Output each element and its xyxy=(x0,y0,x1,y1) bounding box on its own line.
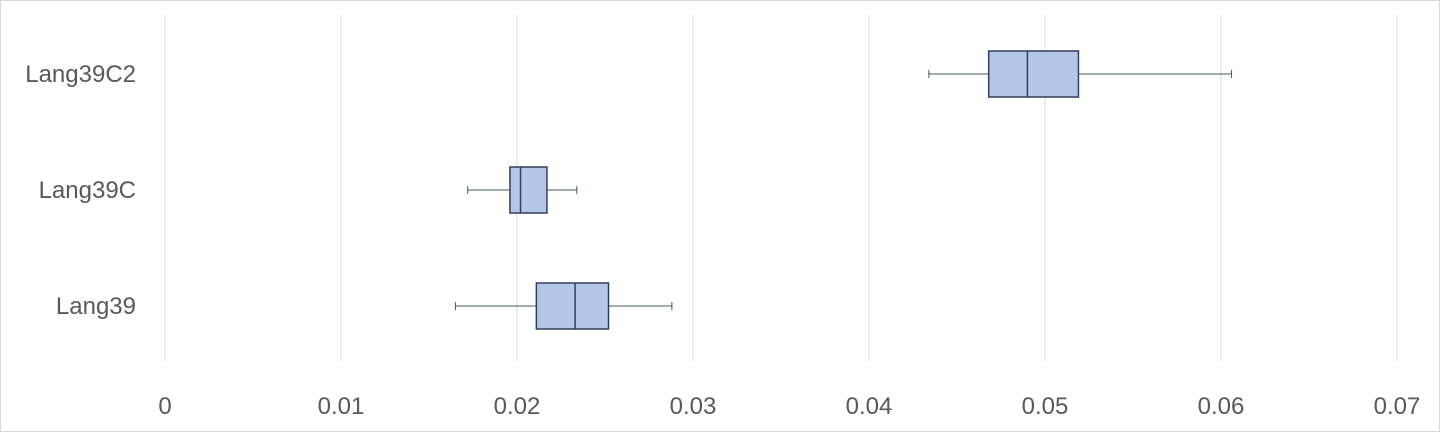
x-tick-label-3: 0.03 xyxy=(670,393,717,420)
box-lang39c xyxy=(509,166,548,214)
box-lang39 xyxy=(535,282,610,330)
category-label-lang39c2: Lang39C2 xyxy=(25,61,136,88)
category-label-lang39c: Lang39C xyxy=(39,177,136,204)
x-tick-label-2: 0.02 xyxy=(494,393,541,420)
category-label-lang39: Lang39 xyxy=(56,293,136,320)
x-tick-label-7: 0.07 xyxy=(1374,393,1421,420)
x-tick-label-1: 0.01 xyxy=(318,393,365,420)
x-tick-label-6: 0.06 xyxy=(1198,393,1245,420)
box-lang39c2 xyxy=(987,50,1080,98)
x-tick-label-0: 0 xyxy=(158,393,171,420)
x-tick-label-5: 0.05 xyxy=(1022,393,1069,420)
x-tick-label-4: 0.04 xyxy=(846,393,893,420)
